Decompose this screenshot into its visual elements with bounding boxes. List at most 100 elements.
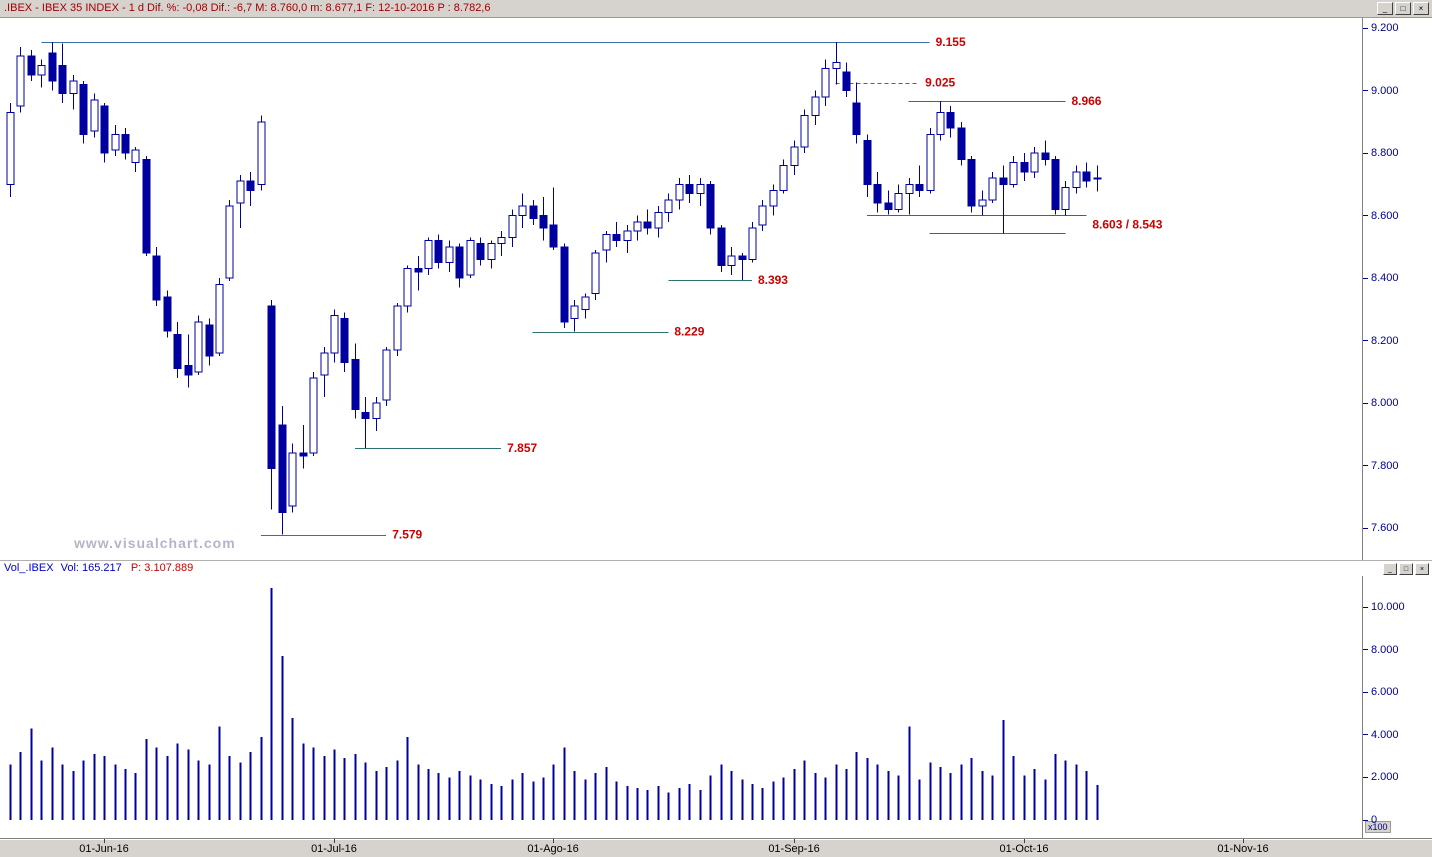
candle[interactable] <box>706 183 715 229</box>
candle[interactable] <box>936 111 945 135</box>
candle[interactable] <box>100 105 109 154</box>
candle[interactable] <box>403 268 412 307</box>
candle[interactable] <box>6 111 15 185</box>
candle[interactable] <box>894 193 903 210</box>
candle[interactable] <box>476 243 485 260</box>
candle[interactable] <box>58 65 67 95</box>
candle[interactable] <box>696 183 705 195</box>
candle[interactable] <box>863 140 872 185</box>
candle[interactable] <box>48 52 57 82</box>
volume-axis[interactable]: x100 10.000 8.000 6.000 4.000 2.000 0 <box>1362 576 1432 838</box>
candle[interactable] <box>434 240 443 263</box>
candle[interactable] <box>873 183 882 204</box>
candle[interactable] <box>37 65 46 76</box>
candle[interactable] <box>497 236 506 245</box>
minimize-button[interactable]: _ <box>1377 2 1393 15</box>
candle[interactable] <box>142 158 151 254</box>
candle[interactable] <box>717 227 726 267</box>
candle[interactable] <box>926 133 935 192</box>
candle[interactable] <box>999 177 1008 185</box>
candle[interactable] <box>988 177 997 201</box>
candle[interactable] <box>414 268 423 273</box>
candle[interactable] <box>445 246 454 263</box>
candle[interactable] <box>508 215 517 238</box>
candle[interactable] <box>215 283 224 354</box>
candle[interactable] <box>455 246 464 279</box>
candle[interactable] <box>591 252 600 295</box>
candle[interactable] <box>320 352 329 376</box>
candle[interactable] <box>915 183 924 192</box>
candle[interactable] <box>382 349 391 401</box>
volume-chart[interactable] <box>0 576 1362 838</box>
candle[interactable] <box>173 333 182 370</box>
candle[interactable] <box>800 115 809 148</box>
candle[interactable] <box>602 233 611 251</box>
candle[interactable] <box>225 205 234 279</box>
candle[interactable] <box>246 180 255 192</box>
candle[interactable] <box>16 55 25 107</box>
candle[interactable] <box>643 221 652 229</box>
candle[interactable] <box>1041 152 1050 160</box>
candle[interactable] <box>570 305 579 320</box>
candle[interactable] <box>351 358 360 410</box>
candle[interactable] <box>539 215 548 229</box>
candle[interactable] <box>623 230 632 242</box>
candle[interactable] <box>811 96 820 117</box>
date-axis[interactable]: 01-Jun-16 01-Jul-16 01-Ago-16 01-Sep-16 01-O… <box>0 838 1432 857</box>
candle[interactable] <box>685 183 694 195</box>
candle[interactable] <box>852 102 861 135</box>
candle[interactable] <box>309 377 318 454</box>
candle[interactable] <box>257 121 266 185</box>
candle[interactable] <box>978 199 987 207</box>
candle[interactable] <box>821 68 830 98</box>
candle[interactable] <box>1082 171 1091 182</box>
candle[interactable] <box>946 111 955 129</box>
candle[interactable] <box>1030 152 1039 173</box>
candle[interactable] <box>1009 161 1018 185</box>
volume-chart-pane[interactable] <box>0 576 1362 838</box>
candle[interactable] <box>1093 177 1102 180</box>
candle[interactable] <box>905 183 914 195</box>
titlebar[interactable]: .IBEX - IBEX 35 INDEX - 1 d Dif. %: -0,0… <box>0 0 1432 18</box>
candle[interactable] <box>152 255 161 301</box>
volume-minimize-button[interactable]: _ <box>1383 563 1397 575</box>
candle[interactable] <box>957 127 966 160</box>
candle[interactable] <box>372 402 381 420</box>
candlestick-chart[interactable]: 9.155 9.025 8.966 8.603 / 8.543 8.393 8.229 7.… <box>0 18 1362 560</box>
candle[interactable] <box>884 202 893 210</box>
candle[interactable] <box>832 61 841 70</box>
candle[interactable] <box>340 318 349 363</box>
candle[interactable] <box>967 158 976 207</box>
candle[interactable] <box>633 221 642 232</box>
candle[interactable] <box>466 240 475 276</box>
candle[interactable] <box>654 211 663 229</box>
candle[interactable] <box>288 452 297 507</box>
candle[interactable] <box>612 233 621 242</box>
close-button[interactable]: × <box>1413 2 1429 15</box>
candle[interactable] <box>267 305 276 470</box>
volume-close-button[interactable]: × <box>1415 563 1429 575</box>
candle[interactable] <box>790 146 799 167</box>
candle[interactable] <box>79 83 88 135</box>
candle[interactable] <box>278 424 287 513</box>
candle[interactable] <box>560 246 569 323</box>
candle[interactable] <box>581 296 590 310</box>
candle[interactable] <box>236 180 245 204</box>
candle[interactable] <box>487 243 496 260</box>
candle[interactable] <box>748 227 757 260</box>
candle[interactable] <box>90 99 99 132</box>
candle[interactable] <box>779 165 788 192</box>
candle[interactable] <box>1051 158 1060 210</box>
candle[interactable] <box>111 133 120 151</box>
candle[interactable] <box>184 365 193 376</box>
candle[interactable] <box>299 452 308 457</box>
candle[interactable] <box>424 240 433 270</box>
candle[interactable] <box>194 321 203 373</box>
candle[interactable] <box>1020 161 1029 173</box>
candle[interactable] <box>163 296 172 332</box>
candle[interactable] <box>121 133 130 154</box>
candle[interactable] <box>727 255 736 267</box>
candle[interactable] <box>769 190 778 207</box>
candle[interactable] <box>69 80 78 95</box>
candle[interactable] <box>1061 186 1070 210</box>
